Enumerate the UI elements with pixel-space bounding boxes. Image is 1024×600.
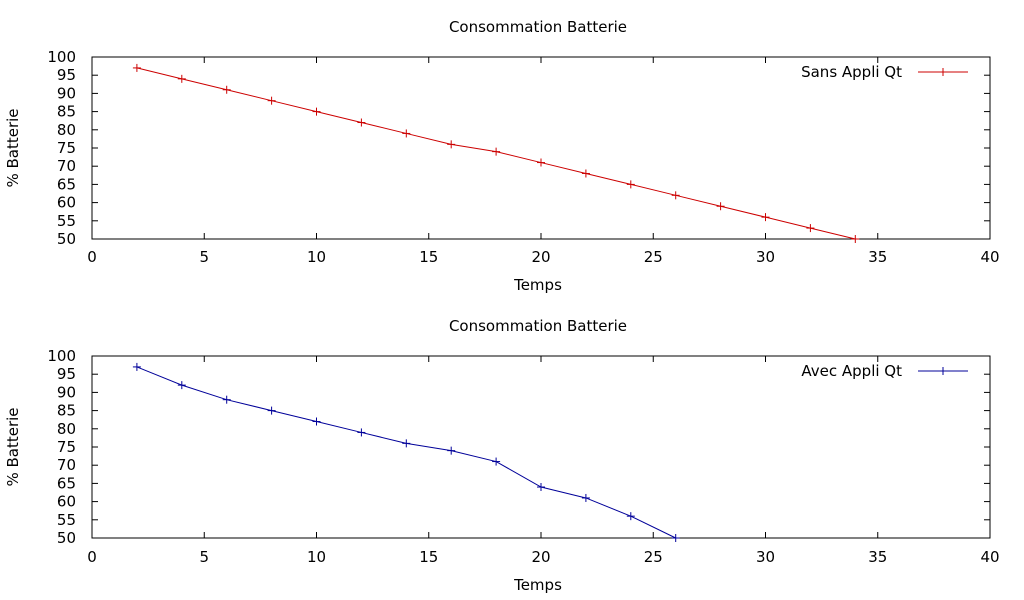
x-tick-label: 20 [531,548,550,566]
legend-marker [939,68,947,76]
x-axis-label: Temps [513,276,562,294]
data-point [761,213,770,222]
y-tick-label: 50 [57,529,76,547]
chart-title: Consommation Batterie [449,18,627,36]
x-tick-label: 20 [531,248,550,266]
x-tick-label: 35 [868,248,887,266]
data-point [716,202,725,211]
data-point [222,85,231,94]
x-tick-label: 10 [307,548,326,566]
y-tick-label: 90 [57,383,76,401]
y-tick-label: 100 [47,347,76,365]
x-tick-label: 15 [419,548,438,566]
y-tick-label: 55 [57,511,76,529]
data-point [312,107,321,116]
data-point [402,129,411,138]
x-tick-label: 5 [199,548,209,566]
data-point [626,180,635,189]
data-point [177,381,186,390]
y-tick-label: 75 [57,438,76,456]
legend-marker [939,367,947,375]
chart-title: Consommation Batterie [449,317,627,335]
legend-entry-label: Sans Appli Qt [801,63,902,81]
data-point [581,493,590,502]
x-tick-label: 40 [980,248,999,266]
y-tick-label: 95 [57,365,76,383]
data-point [581,169,590,178]
data-point [132,362,141,371]
data-point [357,118,366,127]
data-point [806,224,815,233]
x-tick-label: 30 [756,548,775,566]
data-point [492,457,501,466]
data-point [312,417,321,426]
data-point [671,534,680,542]
y-tick-label: 60 [57,493,76,511]
series-line [136,366,676,539]
data-point [447,140,456,149]
data-point [537,158,545,167]
y-axis-label: % Batterie [4,407,22,486]
x-tick-label: 25 [644,548,663,566]
data-point [671,191,680,200]
y-tick-label: 75 [57,139,76,157]
data-point [447,446,456,455]
x-tick-label: 30 [756,248,775,266]
y-axis-label: % Batterie [4,108,22,187]
y-tick-label: 65 [57,474,76,492]
y-tick-label: 90 [57,84,76,102]
data-point [357,428,366,437]
data-point [222,395,231,404]
y-tick-label: 65 [57,175,76,193]
x-tick-label: 15 [419,248,438,266]
x-tick-label: 0 [87,548,97,566]
chart-panel-1: Consommation Batterie 0 5 10 15 20 25 30 35 40 505… [4,18,1000,294]
y-tick-label: 70 [57,456,76,474]
data-point [537,483,545,492]
x-tick-label: 40 [980,548,999,566]
y-tick-label: 85 [57,402,76,420]
data-point [267,406,276,415]
y-tick-label: 85 [57,103,76,121]
data-point [626,512,635,521]
y-tick-label: 70 [57,157,76,175]
y-tick-label: 95 [57,66,76,84]
plot-frame [91,56,991,240]
data-point [177,74,186,83]
x-tick-label: 25 [644,248,663,266]
data-point [402,439,411,448]
x-tick-label: 5 [199,248,209,266]
plot-frame [91,355,991,539]
x-tick-label: 35 [868,548,887,566]
x-tick-label: 10 [307,248,326,266]
y-tick-label: 80 [57,420,76,438]
legend-entry-label: Avec Appli Qt [801,362,902,380]
data-point [492,147,501,156]
data-point [267,96,276,105]
y-tick-label: 50 [57,230,76,248]
data-point [132,63,141,72]
y-tick-label: 55 [57,212,76,230]
x-axis-label: Temps [513,576,562,594]
x-tick-label: 0 [87,248,97,266]
data-point [851,235,860,243]
y-tick-label: 80 [57,121,76,139]
chart-panel-2: Consommation Batterie 0 5 10 15 20 25 30 35 40 505… [4,317,1000,594]
y-tick-label: 60 [57,194,76,212]
y-tick-label: 100 [47,48,76,66]
